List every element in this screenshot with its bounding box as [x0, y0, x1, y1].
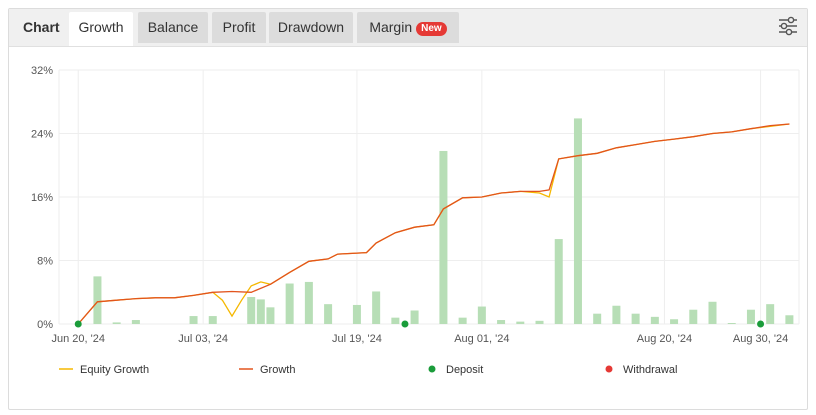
sliders-icon[interactable]: [777, 15, 799, 37]
tab-balance[interactable]: Balance: [138, 12, 208, 43]
trade-bar: [785, 315, 794, 324]
y-tick-label: 8%: [37, 256, 53, 268]
trade-bar: [189, 316, 198, 324]
x-tick-label: Aug 30, '24: [733, 333, 788, 345]
trade-bar: [593, 313, 602, 324]
y-tick-label: 24%: [31, 129, 53, 141]
tab-drawdown[interactable]: Drawdown: [269, 12, 353, 43]
trade-bar: [746, 309, 755, 324]
x-tick-label: Jun 20, '24: [51, 333, 104, 345]
trade-bar: [497, 320, 506, 324]
trade-bar: [304, 281, 313, 324]
legend-label: Equity Growth: [80, 364, 149, 376]
tab-growth[interactable]: Growth: [69, 12, 133, 46]
x-axis: Jun 20, '24 Jul 03, '24 Jul 19, '24 Aug 01,…: [51, 333, 788, 345]
trade-bar: [535, 320, 544, 324]
chart-panel: Chart Growth Balance Profit Drawdown Mar…: [8, 8, 808, 410]
trade-bar: [324, 304, 333, 324]
legend-swatch: [428, 365, 436, 373]
tab-profit[interactable]: Profit: [212, 12, 266, 43]
tab-bar: Chart Growth Balance Profit Drawdown Mar…: [9, 9, 807, 47]
tab-growth-label: Growth: [78, 19, 124, 35]
trade-bar: [612, 305, 621, 324]
growth-line: [77, 123, 790, 325]
deposit-marker: [74, 320, 82, 328]
trade-bar: [410, 310, 419, 324]
y-tick-label: 32%: [31, 65, 53, 77]
tab-balance-label: Balance: [147, 19, 199, 35]
trade-bar: [708, 301, 717, 324]
new-badge: New: [416, 22, 447, 36]
trade-bar: [554, 239, 563, 324]
chart-legend: Equity Growth Growth Deposit Withdrawal: [59, 364, 677, 376]
trade-bar: [112, 322, 121, 324]
trade-bar: [439, 150, 448, 324]
x-tick-label: Aug 20, '24: [637, 333, 692, 345]
trade-bar: [93, 276, 102, 324]
trade-bar: [256, 299, 265, 324]
deposit-marker: [757, 320, 765, 328]
tab-margin[interactable]: Margin New: [357, 12, 459, 43]
trade-bar: [208, 316, 217, 324]
x-tick-label: Jul 03, '24: [178, 333, 228, 345]
tab-margin-label: Margin: [369, 19, 413, 35]
trade-bar: [477, 306, 486, 324]
trade-bar: [372, 291, 381, 324]
trade-bar: [352, 304, 361, 324]
growth-chart: 0% 8% 16% 24% 32% Jun 20, '24 Jul 03, '24 Jul …: [31, 65, 800, 376]
trade-bar: [516, 321, 525, 324]
trade-bar: [689, 309, 698, 324]
trade-bar: [131, 320, 140, 324]
x-tick-label: Jul 19, '24: [332, 333, 382, 345]
panel-title: Chart: [23, 19, 60, 35]
trade-bar: [650, 316, 659, 324]
trade-bar: [266, 307, 275, 324]
trade-bars: [93, 118, 794, 324]
trade-bar: [285, 283, 294, 324]
trade-bar: [247, 297, 256, 324]
y-axis: 0% 8% 16% 24% 32%: [31, 65, 53, 331]
legend-label: Growth: [260, 364, 295, 376]
trade-bar: [727, 323, 736, 324]
trade-bar: [573, 118, 582, 324]
y-tick-label: 0%: [37, 319, 53, 331]
x-tick-label: Aug 01, '24: [454, 333, 509, 345]
trade-bar: [458, 317, 467, 324]
legend-label: Deposit: [446, 364, 483, 376]
legend-swatch: [605, 365, 613, 373]
trade-bar: [670, 319, 679, 324]
y-tick-label: 16%: [31, 192, 53, 204]
legend-label: Withdrawal: [623, 364, 677, 376]
tab-profit-label: Profit: [222, 19, 256, 35]
chart-grid: [58, 69, 800, 325]
trade-bar: [391, 317, 400, 324]
deposit-markers: [74, 320, 765, 328]
trade-bar: [766, 304, 775, 324]
deposit-marker: [401, 320, 409, 328]
tab-drawdown-label: Drawdown: [277, 19, 345, 35]
trade-bar: [631, 313, 640, 324]
